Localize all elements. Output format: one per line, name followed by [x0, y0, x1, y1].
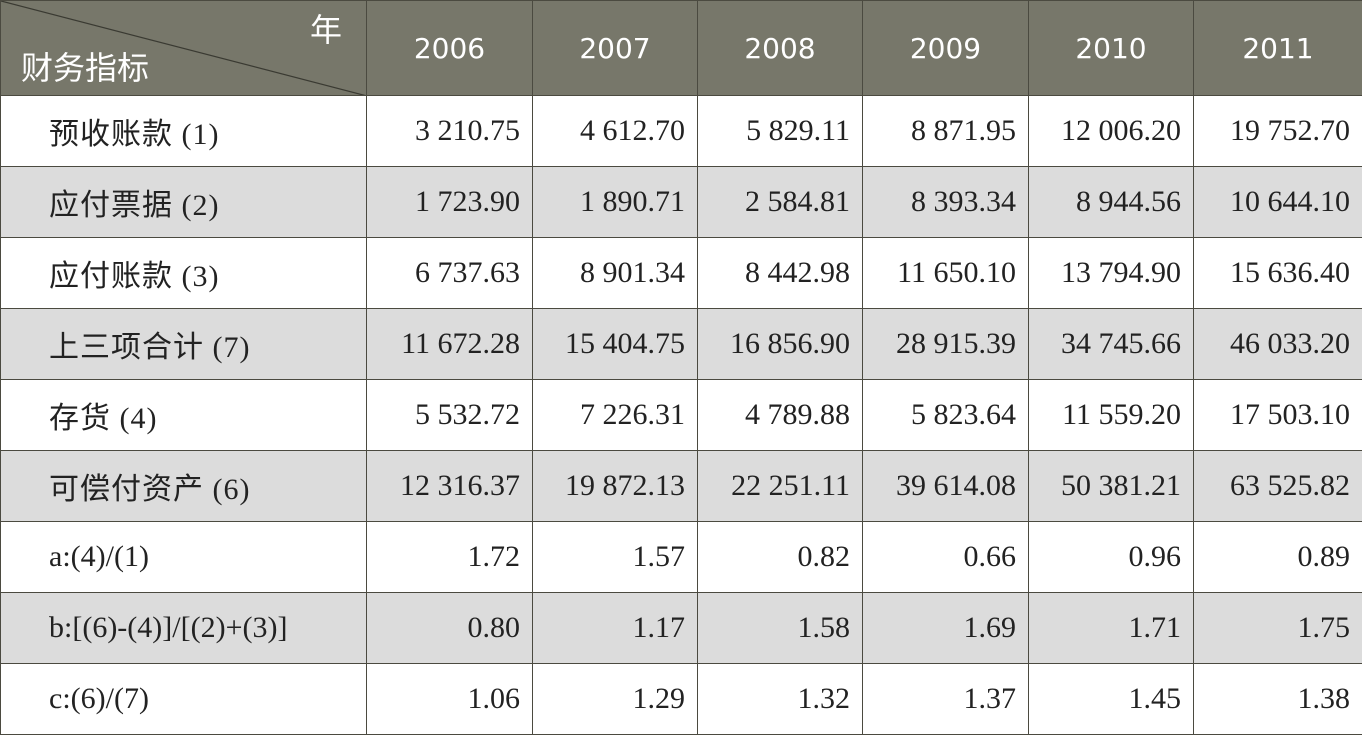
value-cell: 13 794.90 — [1029, 238, 1194, 309]
value-cell: 6 737.63 — [367, 238, 533, 309]
value-cell: 1.06 — [367, 664, 533, 735]
table-row: 可偿付资产 (6) 12 316.37 19 872.13 22 251.11 … — [1, 451, 1362, 522]
value-cell: 28 915.39 — [863, 309, 1029, 380]
value-cell: 0.89 — [1194, 522, 1362, 593]
value-cell: 1 723.90 — [367, 167, 533, 238]
table-row: 应付票据 (2) 1 723.90 1 890.71 2 584.81 8 39… — [1, 167, 1362, 238]
year-header: 2011 — [1194, 1, 1362, 96]
value-cell: 34 745.66 — [1029, 309, 1194, 380]
table-row: c:(6)/(7) 1.06 1.29 1.32 1.37 1.45 1.38 — [1, 664, 1362, 735]
value-cell: 1.37 — [863, 664, 1029, 735]
value-cell: 1.29 — [533, 664, 698, 735]
table-row: 存货 (4) 5 532.72 7 226.31 4 789.88 5 823.… — [1, 380, 1362, 451]
row-label: 应付票据 (2) — [1, 167, 367, 238]
value-cell: 1.71 — [1029, 593, 1194, 664]
value-cell: 50 381.21 — [1029, 451, 1194, 522]
value-cell: 19 872.13 — [533, 451, 698, 522]
value-cell: 3 210.75 — [367, 96, 533, 167]
table-row: 上三项合计 (7) 11 672.28 15 404.75 16 856.90 … — [1, 309, 1362, 380]
row-label: 预收账款 (1) — [1, 96, 367, 167]
value-cell: 0.96 — [1029, 522, 1194, 593]
value-cell: 0.82 — [698, 522, 863, 593]
year-header: 2010 — [1029, 1, 1194, 96]
value-cell: 11 559.20 — [1029, 380, 1194, 451]
table-row: 应付账款 (3) 6 737.63 8 901.34 8 442.98 11 6… — [1, 238, 1362, 309]
row-label: 上三项合计 (7) — [1, 309, 367, 380]
value-cell: 1.58 — [698, 593, 863, 664]
value-cell: 39 614.08 — [863, 451, 1029, 522]
row-label: c:(6)/(7) — [1, 664, 367, 735]
value-cell: 8 901.34 — [533, 238, 698, 309]
value-cell: 5 823.64 — [863, 380, 1029, 451]
year-header: 2007 — [533, 1, 698, 96]
value-cell: 10 644.10 — [1194, 167, 1362, 238]
value-cell: 1.17 — [533, 593, 698, 664]
year-axis-label: 年 — [310, 5, 342, 51]
value-cell: 11 650.10 — [863, 238, 1029, 309]
value-cell: 0.66 — [863, 522, 1029, 593]
value-cell: 4 612.70 — [533, 96, 698, 167]
row-label: 存货 (4) — [1, 380, 367, 451]
value-cell: 1.57 — [533, 522, 698, 593]
value-cell: 1.75 — [1194, 593, 1362, 664]
row-label: a:(4)/(1) — [1, 522, 367, 593]
corner-header-cell: 年 财务指标 — [1, 1, 367, 96]
value-cell: 1.69 — [863, 593, 1029, 664]
value-cell: 5 829.11 — [698, 96, 863, 167]
row-label: 应付账款 (3) — [1, 238, 367, 309]
value-cell: 8 871.95 — [863, 96, 1029, 167]
value-cell: 15 636.40 — [1194, 238, 1362, 309]
value-cell: 1.45 — [1029, 664, 1194, 735]
year-header: 2009 — [863, 1, 1029, 96]
table-row: b:[(6)-(4)]/[(2)+(3)] 0.80 1.17 1.58 1.6… — [1, 593, 1362, 664]
value-cell: 4 789.88 — [698, 380, 863, 451]
value-cell: 15 404.75 — [533, 309, 698, 380]
value-cell: 12 006.20 — [1029, 96, 1194, 167]
value-cell: 8 944.56 — [1029, 167, 1194, 238]
table-row: a:(4)/(1) 1.72 1.57 0.82 0.66 0.96 0.89 — [1, 522, 1362, 593]
value-cell: 17 503.10 — [1194, 380, 1362, 451]
value-cell: 16 856.90 — [698, 309, 863, 380]
value-cell: 0.80 — [367, 593, 533, 664]
value-cell: 1.72 — [367, 522, 533, 593]
value-cell: 19 752.70 — [1194, 96, 1362, 167]
value-cell: 11 672.28 — [367, 309, 533, 380]
row-label: b:[(6)-(4)]/[(2)+(3)] — [1, 593, 367, 664]
value-cell: 8 393.34 — [863, 167, 1029, 238]
table-row: 预收账款 (1) 3 210.75 4 612.70 5 829.11 8 87… — [1, 96, 1362, 167]
header-row: 年 财务指标 2006 2007 2008 2009 2010 2011 — [1, 1, 1362, 96]
value-cell: 12 316.37 — [367, 451, 533, 522]
value-cell: 46 033.20 — [1194, 309, 1362, 380]
value-cell: 1.38 — [1194, 664, 1362, 735]
value-cell: 7 226.31 — [533, 380, 698, 451]
value-cell: 1.32 — [698, 664, 863, 735]
value-cell: 8 442.98 — [698, 238, 863, 309]
row-label: 可偿付资产 (6) — [1, 451, 367, 522]
value-cell: 63 525.82 — [1194, 451, 1362, 522]
value-cell: 2 584.81 — [698, 167, 863, 238]
year-header: 2006 — [367, 1, 533, 96]
value-cell: 5 532.72 — [367, 380, 533, 451]
value-cell: 22 251.11 — [698, 451, 863, 522]
year-header: 2008 — [698, 1, 863, 96]
value-cell: 1 890.71 — [533, 167, 698, 238]
metric-axis-label: 财务指标 — [21, 43, 149, 89]
